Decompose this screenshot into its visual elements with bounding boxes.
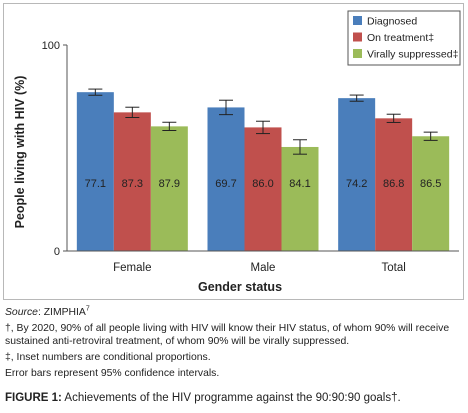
- bar: [338, 98, 376, 251]
- error-bar-note: Error bars represent 95% confidence inte…: [5, 368, 220, 379]
- x-axis-label: Gender status: [198, 280, 282, 294]
- inset-label: 69.7: [215, 178, 236, 190]
- inset-label: 74.2: [346, 178, 367, 190]
- figure-caption-text: Achievements of the HIV programme agains…: [61, 392, 401, 404]
- inset-label: 86.0: [252, 178, 273, 190]
- source-label: Source: [5, 307, 38, 318]
- legend-swatch: [353, 32, 362, 42]
- inset-label: 86.8: [383, 178, 404, 190]
- inset-label: 77.1: [85, 178, 106, 190]
- legend-label: Virally suppressed‡: [367, 49, 459, 61]
- inset-label: 87.9: [159, 178, 180, 190]
- bar: [150, 126, 188, 251]
- source-reference: 7: [85, 305, 90, 313]
- x-tick-label: Female: [113, 262, 151, 274]
- bar: [281, 146, 319, 251]
- x-tick-label: Total: [382, 262, 406, 274]
- figure-notes: Source: ZIMPHIA7 †, By 2020, 90% of all …: [5, 306, 465, 383]
- bar: [113, 112, 151, 251]
- dagger-note: †, By 2020, 90% of all people living wit…: [5, 323, 450, 347]
- inset-label: 87.3: [122, 178, 143, 190]
- legend-label: Diagnosed: [367, 16, 417, 28]
- bar: [375, 118, 413, 251]
- x-tick-label: Male: [251, 262, 276, 274]
- bar-chart: 0 100 77.1 87.3 87.9 69.7 86.0 84.1 74.2 86.8 86.…: [13, 10, 461, 294]
- source-text: : ZIMPHIA: [37, 307, 86, 318]
- y-tick-label: 0: [54, 246, 60, 258]
- y-axis-label: People living with HIV (%): [13, 76, 27, 229]
- inset-label: 86.5: [420, 178, 441, 190]
- legend-swatch: [353, 49, 362, 58]
- chart-frame: 0 100 77.1 87.3 87.9 69.7 86.0 84.1 74.2 86.8 86.…: [3, 3, 464, 300]
- bar: [244, 127, 282, 251]
- bars: 77.1 87.3 87.9 69.7 86.0 84.1 74.2 86.8 86.5: [76, 88, 450, 251]
- double-dagger-note: ‡, Inset numbers are conditional proport…: [5, 352, 211, 363]
- legend-label: On treatment‡: [367, 32, 434, 44]
- legend-swatch: [353, 16, 362, 25]
- bar: [76, 92, 114, 251]
- figure-caption: FIGURE 1: Achievements of the HIV progra…: [5, 392, 465, 404]
- legend: Diagnosed On treatment‡ Virally suppressed…: [347, 10, 461, 66]
- figure-caption-label: FIGURE 1:: [5, 392, 62, 404]
- source-note: Source: ZIMPHIA7: [5, 306, 465, 319]
- legend-box: [347, 10, 461, 66]
- inset-label: 84.1: [289, 178, 310, 190]
- x-axis: Female Male Total: [67, 250, 459, 274]
- y-tick-label: 100: [42, 40, 60, 52]
- bar: [207, 107, 245, 251]
- bar: [412, 136, 450, 251]
- y-axis: 0 100: [42, 40, 68, 258]
